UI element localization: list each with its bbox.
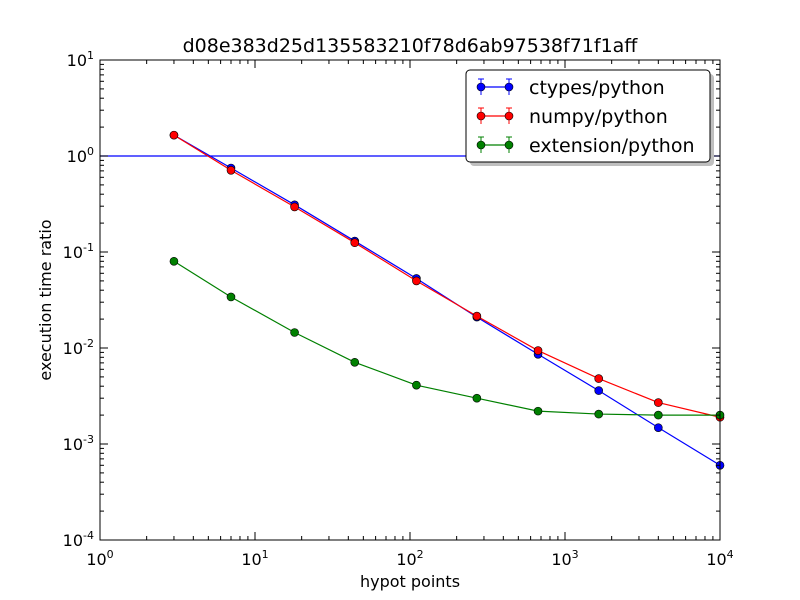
data-point — [412, 276, 421, 286]
legend-item: extension/python — [476, 135, 695, 157]
data-point — [169, 257, 179, 266]
y-tick-label: 101 — [67, 49, 94, 70]
data-point — [226, 165, 236, 175]
data-point — [594, 374, 604, 383]
y-tick-label: 10-1 — [63, 241, 94, 262]
series-line — [173, 260, 720, 416]
series-1 — [169, 130, 725, 422]
x-axis: 100 101 102 103 104 — [86, 60, 734, 569]
y-tick-label: 100 — [67, 145, 94, 166]
x-tick-label: 103 — [551, 548, 578, 569]
data-point — [472, 311, 482, 321]
data-point — [350, 357, 360, 367]
data-point — [654, 423, 663, 432]
x-tick-label: 102 — [396, 548, 423, 569]
data-point — [169, 130, 179, 140]
series-line — [173, 134, 721, 418]
y-axis-label: execution time ratio — [36, 219, 55, 380]
data-point — [533, 406, 543, 416]
data-point — [226, 292, 236, 302]
y-tick-label: 10-4 — [63, 529, 94, 550]
x-axis-label: hypot points — [360, 572, 460, 591]
data-point — [533, 346, 543, 355]
x-tick-label: 101 — [241, 548, 268, 569]
legend-label: numpy/python — [529, 106, 668, 128]
data-point — [594, 409, 604, 419]
legend-marker — [476, 140, 486, 150]
legend-item: ctypes/python — [476, 77, 665, 99]
series-layer — [169, 130, 725, 470]
x-tick-label: 100 — [86, 548, 113, 569]
y-tick-label: 10-2 — [63, 337, 94, 358]
legend-marker — [504, 82, 514, 92]
legend-label: extension/python — [529, 135, 695, 157]
series-line — [173, 134, 721, 466]
data-point — [472, 393, 482, 403]
y-tick-label: 10-3 — [63, 433, 94, 454]
legend-item: numpy/python — [476, 106, 668, 128]
legend-label: ctypes/python — [529, 77, 665, 99]
legend-marker — [504, 111, 514, 121]
data-point — [654, 410, 663, 420]
series-2 — [169, 257, 725, 420]
data-point — [350, 238, 360, 247]
y-axis: 10-4 10-3 10-2 10-1 100 101 — [63, 49, 720, 550]
data-point — [412, 380, 421, 390]
data-point — [594, 386, 604, 395]
x-tick-label: 104 — [706, 548, 733, 569]
legend-marker — [504, 140, 514, 150]
legend-marker — [476, 82, 486, 92]
data-point — [290, 328, 299, 337]
chart-title: d08e383d25d135583210f78d6ab97538f71f1aff — [183, 35, 639, 57]
data-point — [290, 202, 299, 212]
legend-box — [465, 69, 711, 163]
legend-marker — [476, 111, 486, 121]
data-point — [654, 398, 663, 407]
legend: ctypes/python numpy/python extension/pytho… — [465, 69, 714, 166]
